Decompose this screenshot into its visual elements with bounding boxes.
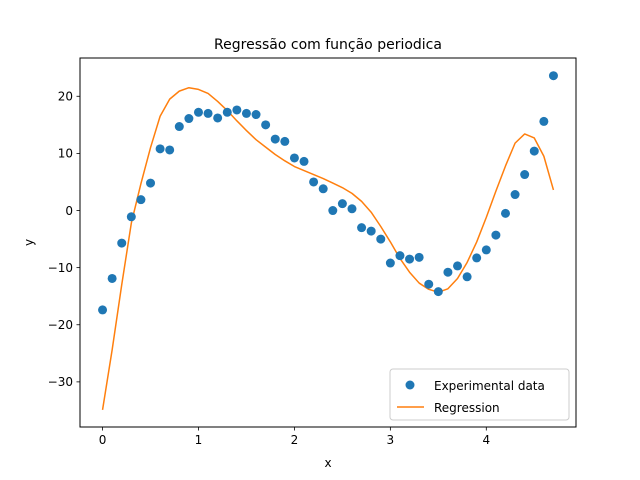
- x-tick-label: 2: [291, 433, 299, 447]
- data-point: [424, 279, 434, 289]
- data-point: [299, 156, 309, 166]
- data-point: [136, 195, 146, 205]
- data-point: [270, 134, 280, 144]
- legend-marker-experimental: [405, 380, 415, 390]
- data-point: [376, 234, 386, 244]
- data-point: [462, 272, 472, 282]
- x-axis-label: x: [324, 456, 331, 470]
- data-point: [529, 146, 539, 156]
- y-tick-label: 10: [58, 147, 73, 161]
- data-point: [261, 120, 271, 130]
- data-point: [289, 153, 299, 163]
- data-point: [357, 223, 367, 233]
- data-point: [251, 110, 261, 120]
- data-point: [366, 226, 376, 236]
- regression-line: [101, 86, 555, 410]
- data-point: [414, 252, 424, 262]
- data-point: [155, 144, 165, 154]
- y-tick-label: −30: [48, 375, 73, 389]
- data-point: [126, 212, 136, 222]
- data-point: [318, 184, 328, 194]
- y-tick-label: −10: [48, 261, 73, 275]
- data-point: [165, 145, 175, 155]
- x-tick-label: 4: [482, 433, 490, 447]
- data-point: [433, 287, 443, 297]
- x-tick-label: 1: [195, 433, 203, 447]
- data-point: [520, 170, 530, 180]
- data-point: [395, 251, 405, 261]
- data-point: [347, 204, 357, 214]
- y-tick-label: −20: [48, 318, 73, 332]
- data-point: [453, 261, 463, 271]
- data-point: [117, 238, 127, 248]
- data-point: [203, 108, 213, 118]
- chart-title: Regressão com função periodica: [214, 37, 442, 53]
- y-axis: −30 −20 −10 0 10 20: [48, 90, 80, 389]
- data-point: [184, 114, 194, 124]
- data-point: [481, 245, 491, 255]
- y-tick-label: 20: [58, 90, 73, 104]
- data-point: [443, 267, 453, 277]
- data-point: [539, 116, 549, 126]
- data-point: [193, 107, 203, 117]
- axes-frame: [79, 57, 577, 428]
- data-point: [280, 136, 290, 146]
- x-tick-label: 0: [99, 433, 107, 447]
- data-point: [146, 178, 156, 188]
- plot-area: 0 1 2 3 4 −30 −20 −10 0 10 20: [48, 57, 577, 447]
- data-point: [107, 273, 117, 283]
- data-point: [213, 113, 223, 123]
- data-point: [385, 258, 395, 268]
- data-point: [174, 122, 184, 132]
- data-point: [548, 71, 558, 81]
- y-tick-label: 0: [65, 204, 73, 218]
- data-point: [232, 105, 242, 115]
- x-tick-label: 3: [387, 433, 395, 447]
- legend-label-experimental: Experimental data: [434, 379, 545, 393]
- data-point: [98, 305, 108, 315]
- data-point: [472, 253, 482, 263]
- x-axis: 0 1 2 3 4: [99, 427, 490, 447]
- series-layer: [98, 71, 558, 410]
- data-point: [309, 177, 319, 187]
- data-point: [510, 190, 520, 200]
- data-point: [405, 254, 415, 264]
- legend-label-regression: Regression: [434, 401, 500, 415]
- data-point: [491, 230, 501, 240]
- legend-box: [389, 368, 570, 421]
- data-point: [337, 199, 347, 209]
- legend: Experimental data Regression: [389, 368, 570, 421]
- data-point: [241, 108, 251, 118]
- y-axis-label: y: [22, 239, 36, 246]
- data-point: [222, 107, 232, 117]
- data-point: [328, 206, 338, 216]
- data-point: [500, 208, 510, 218]
